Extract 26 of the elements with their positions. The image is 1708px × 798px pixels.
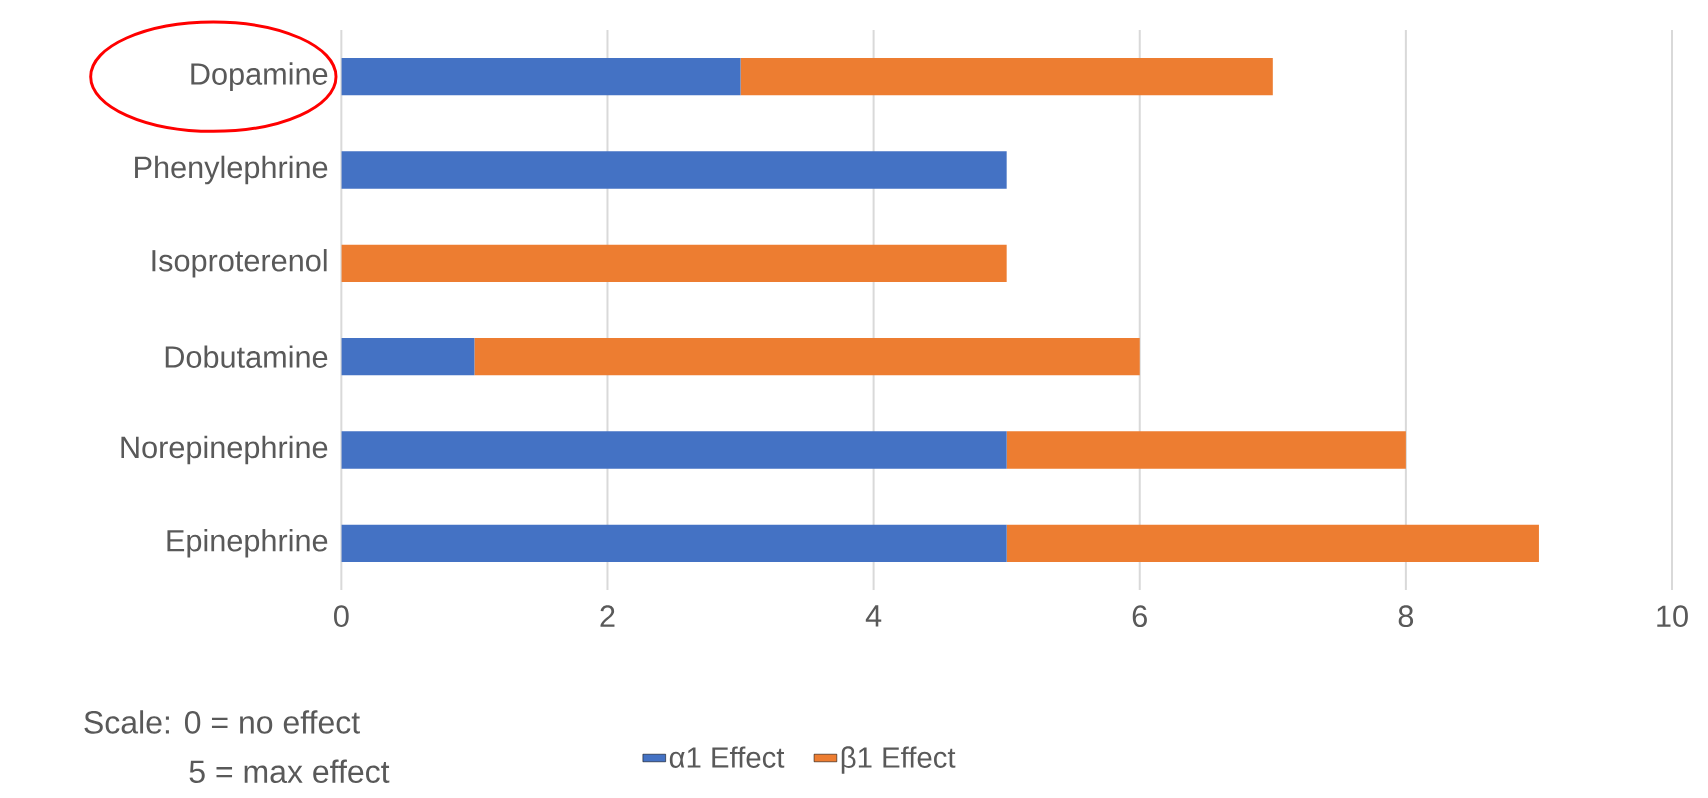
bar xyxy=(474,338,1140,376)
x-tick-label: 8 xyxy=(1398,605,1414,628)
bar xyxy=(740,58,1273,96)
bar xyxy=(341,431,1007,469)
y-tick-label: Norepinephrine xyxy=(121,435,328,465)
y-tick-label: Phenylephrine xyxy=(135,155,328,185)
text: 5 = max effect xyxy=(189,759,390,784)
x-tick-label: 4 xyxy=(865,605,882,627)
bar xyxy=(341,524,1007,562)
x-tick-label: 10 xyxy=(1657,605,1688,628)
bar xyxy=(1006,524,1539,562)
bar xyxy=(1006,431,1406,469)
bar xyxy=(341,58,741,96)
y-tick-label: Isoproterenol xyxy=(152,249,327,278)
bar xyxy=(341,338,475,376)
y-tick-label: Dopamine xyxy=(191,62,328,91)
legend-label: α1 Effect xyxy=(669,746,785,768)
x-tick-label: 0 xyxy=(334,605,349,628)
x-tick-label: 2 xyxy=(600,605,615,627)
x-tick-label: 6 xyxy=(1132,605,1147,628)
text: Scale: 0 = no effect xyxy=(84,710,360,734)
bar xyxy=(341,244,1007,282)
legend-label: β1 Effect xyxy=(841,746,956,774)
y-tick-label: Dobutamine xyxy=(165,345,328,368)
bar xyxy=(341,151,1007,189)
y-tick-label: Epinephrine xyxy=(167,529,328,558)
